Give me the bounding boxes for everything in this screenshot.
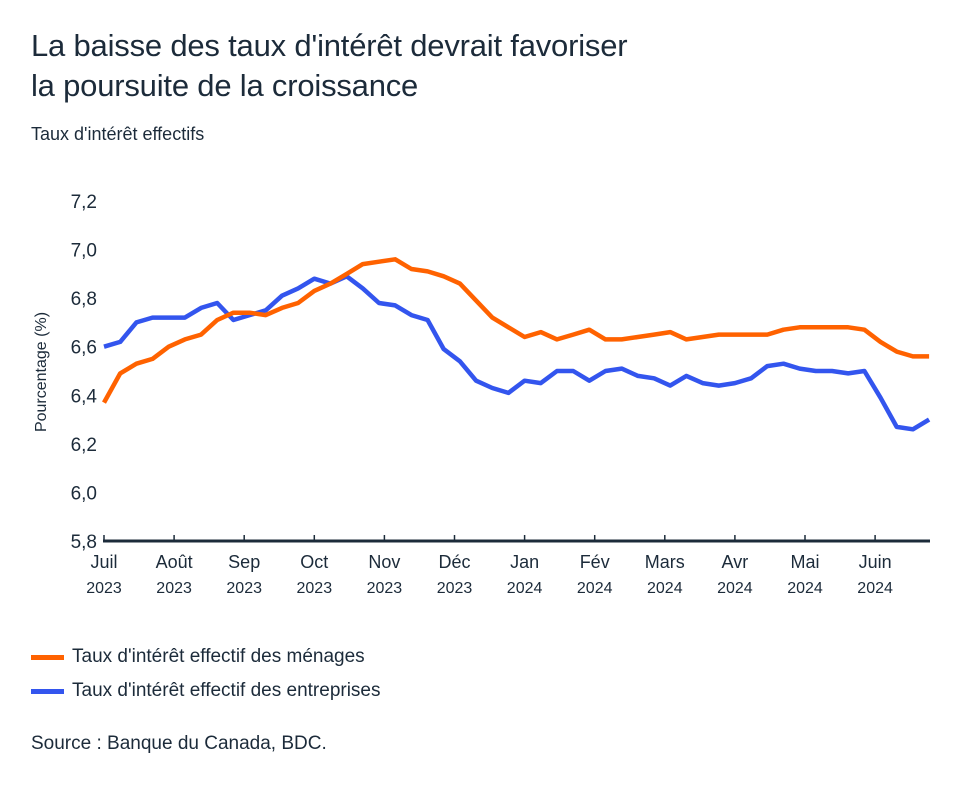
x-axis-ticks: Juil 2023 Août 2023 Sep 2023 Oct 2023 Nov 2023 Déc… <box>86 535 893 597</box>
chart-subtitle: Taux d'intérêt effectifs <box>31 124 205 144</box>
x-tick-year-label: 2023 <box>437 580 473 597</box>
x-tick-year-label: 2023 <box>297 580 333 597</box>
y-tick-label: 6,0 <box>71 483 97 504</box>
x-tick-year-label: 2023 <box>367 580 403 597</box>
x-tick-month-label: Déc <box>438 552 470 572</box>
series-line-entreprises <box>103 274 931 432</box>
x-tick-month-label: Mai <box>790 552 819 572</box>
x-tick-month-label: Juin <box>859 552 892 572</box>
chart-title-line-1: La baisse des taux d'intérêt devrait fav… <box>31 28 628 63</box>
y-tick-label: 5,8 <box>71 532 97 553</box>
legend: Taux d'intérêt effectif des ménages Taux… <box>31 640 381 708</box>
x-tick-month-label: Fév <box>580 552 610 572</box>
x-tick-year-label: 2024 <box>647 580 683 597</box>
x-tick-month-label: Mars <box>645 552 685 572</box>
x-tick-year-label: 2023 <box>156 580 192 597</box>
chart-title-line-2: la poursuite de la croissance <box>31 68 419 103</box>
x-tick-month-label: Août <box>156 552 193 572</box>
legend-swatch-menages <box>31 654 64 660</box>
x-tick-year-label: 2024 <box>717 580 753 597</box>
x-tick-month-label: Nov <box>368 552 400 572</box>
y-tick-label: 6,8 <box>71 289 97 310</box>
y-tick-label: 6,6 <box>71 338 97 359</box>
x-tick-year-label: 2023 <box>226 580 262 597</box>
y-axis-title: Pourcentage (%) <box>33 312 50 432</box>
legend-item-menages: Taux d'intérêt effectif des ménages <box>31 640 381 674</box>
legend-label-entreprises: Taux d'intérêt effectif des entreprises <box>72 680 381 701</box>
legend-item-entreprises: Taux d'intérêt effectif des entreprises <box>31 674 381 708</box>
x-tick-month-label: Juil <box>90 552 117 572</box>
legend-label-menages: Taux d'intérêt effectif des ménages <box>72 646 365 667</box>
x-tick-year-label: 2023 <box>86 580 122 597</box>
line-chart: 7,2 7,0 6,8 6,6 6,4 6,2 6,0 5,8 Pourcentage (%)… <box>33 192 931 597</box>
y-tick-label: 7,0 <box>71 241 97 262</box>
y-axis-ticks: 7,2 7,0 6,8 6,6 6,4 6,2 6,0 5,8 <box>71 192 98 553</box>
x-tick-month-label: Oct <box>300 552 328 572</box>
x-tick-month-label: Sep <box>228 552 260 572</box>
legend-swatch-entreprises <box>31 688 64 694</box>
y-tick-label: 7,2 <box>71 192 97 213</box>
x-tick-year-label: 2024 <box>787 580 823 597</box>
x-tick-month-label: Avr <box>722 552 749 572</box>
x-tick-year-label: 2024 <box>507 580 543 597</box>
x-tick-year-label: 2024 <box>577 580 613 597</box>
x-tick-year-label: 2024 <box>857 580 893 597</box>
y-tick-label: 6,4 <box>71 386 98 407</box>
series-lines <box>102 257 931 432</box>
source-note: Source : Banque du Canada, BDC. <box>31 733 327 754</box>
series-line-menages <box>102 257 930 404</box>
x-tick-month-label: Jan <box>510 552 539 572</box>
y-tick-label: 6,2 <box>71 435 97 456</box>
chart-title: La baisse des taux d'intérêt devrait fav… <box>31 26 628 106</box>
